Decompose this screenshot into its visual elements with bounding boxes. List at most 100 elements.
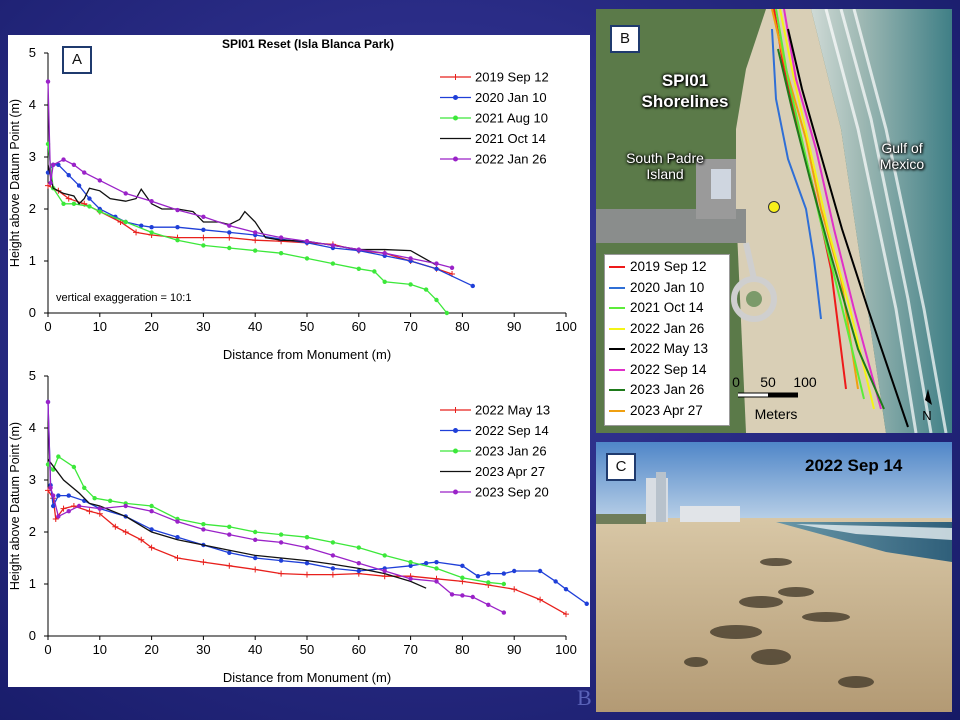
legend-marker [452, 407, 459, 413]
data-point [330, 566, 336, 571]
data-point [50, 503, 56, 509]
island-label-line-1: South Padre [626, 150, 704, 166]
gulf-label-line-2: Mexico [879, 156, 925, 172]
data-point [434, 566, 439, 571]
map-legend-item: 2021 Oct 14 [609, 298, 704, 318]
y-tick-label: 5 [29, 45, 36, 60]
map-legend-swatch [609, 368, 625, 371]
data-point [470, 594, 475, 600]
x-tick-label: 50 [300, 319, 314, 334]
data-point [584, 601, 589, 606]
series-line [47, 164, 474, 287]
data-point [87, 204, 92, 209]
data-point [460, 563, 465, 568]
panel-label-b: B [610, 25, 640, 53]
data-point [304, 571, 310, 578]
data-point [56, 454, 61, 459]
series-line [47, 143, 448, 314]
chart-annotation: vertical exaggeration = 10:1 [56, 292, 191, 304]
x-tick-label: 100 [555, 319, 577, 334]
series-line [47, 455, 504, 585]
x-tick-label: 40 [248, 642, 262, 657]
legend-label: 2022 Jan 26 [475, 152, 547, 167]
legend-marker [453, 489, 458, 495]
data-point [76, 503, 82, 509]
data-point [133, 229, 140, 236]
data-point [200, 559, 207, 566]
data-point [96, 510, 103, 517]
data-point [434, 297, 439, 303]
data-point [408, 559, 413, 565]
panel-label-c: C [606, 453, 636, 481]
map-legend-label: 2021 Oct 14 [630, 300, 704, 315]
legend-marker [453, 448, 458, 454]
x-tick-label: 70 [403, 642, 417, 657]
data-point [278, 558, 284, 563]
map-legend: 2019 Sep 12 2020 Jan 10 2021 Oct 14 2022 Ja… [604, 254, 730, 426]
data-point [97, 209, 103, 214]
chart-panel: 0 10 20 30 40 50 60 70 80 90 100 0 1 2 3 4 5 SPI01 Reset … [8, 35, 590, 687]
data-point [382, 279, 387, 284]
data-point [122, 529, 129, 535]
data-point [56, 493, 61, 498]
data-point [278, 540, 284, 545]
data-point [201, 527, 206, 532]
data-point [408, 576, 413, 581]
data-point [330, 243, 336, 248]
x-tick-label: 60 [352, 642, 366, 657]
data-point [382, 553, 387, 558]
y-tick-label: 4 [29, 97, 36, 112]
data-point [486, 602, 491, 607]
data-point [382, 251, 387, 256]
data-point [45, 462, 51, 467]
legend-label: 2023 Jan 26 [475, 444, 547, 459]
data-point [501, 581, 507, 587]
north-arrow-label: N [922, 408, 932, 423]
data-point [50, 493, 56, 498]
data-point [486, 580, 491, 585]
data-point [138, 536, 145, 543]
data-point [112, 523, 119, 530]
data-point [434, 261, 439, 266]
beach-photo-image [596, 442, 952, 712]
data-point [278, 570, 285, 577]
data-point [97, 178, 103, 183]
data-point [45, 79, 51, 84]
data-point [71, 201, 77, 206]
data-point [201, 522, 206, 527]
data-point [253, 537, 258, 542]
data-point [372, 269, 377, 274]
series-line [47, 458, 427, 589]
data-point [537, 568, 543, 574]
data-point [330, 261, 336, 266]
data-point [356, 561, 361, 566]
data-point [123, 191, 128, 196]
legend-marker [453, 428, 458, 433]
x-tick-label: 10 [93, 642, 107, 657]
legend-label: 2021 Aug 10 [475, 111, 548, 126]
legend-label: 2020 Jan 10 [475, 90, 547, 105]
legend-marker [453, 95, 458, 100]
map-legend-swatch [609, 307, 625, 310]
data-point [61, 157, 66, 162]
data-point [434, 559, 439, 565]
slide-watermark: B [577, 685, 592, 710]
data-point [537, 596, 544, 603]
data-point [253, 529, 258, 535]
data-point [563, 587, 569, 592]
map-legend-item: 2022 May 13 [609, 339, 708, 359]
data-point [60, 505, 67, 512]
scale-tick-0: 0 [732, 374, 740, 390]
x-axis-label: Distance from Monument (m) [223, 347, 391, 362]
data-point [175, 519, 180, 524]
x-tick-label: 80 [455, 319, 469, 334]
data-point [86, 508, 93, 515]
scale-tick-50: 50 [760, 374, 776, 390]
y-tick-label: 5 [29, 368, 36, 383]
legend-marker [453, 115, 458, 121]
data-point [434, 266, 439, 271]
map-legend-swatch [609, 389, 625, 392]
map-legend-swatch [609, 409, 625, 412]
x-tick-label: 90 [507, 319, 521, 334]
data-point [449, 592, 455, 597]
